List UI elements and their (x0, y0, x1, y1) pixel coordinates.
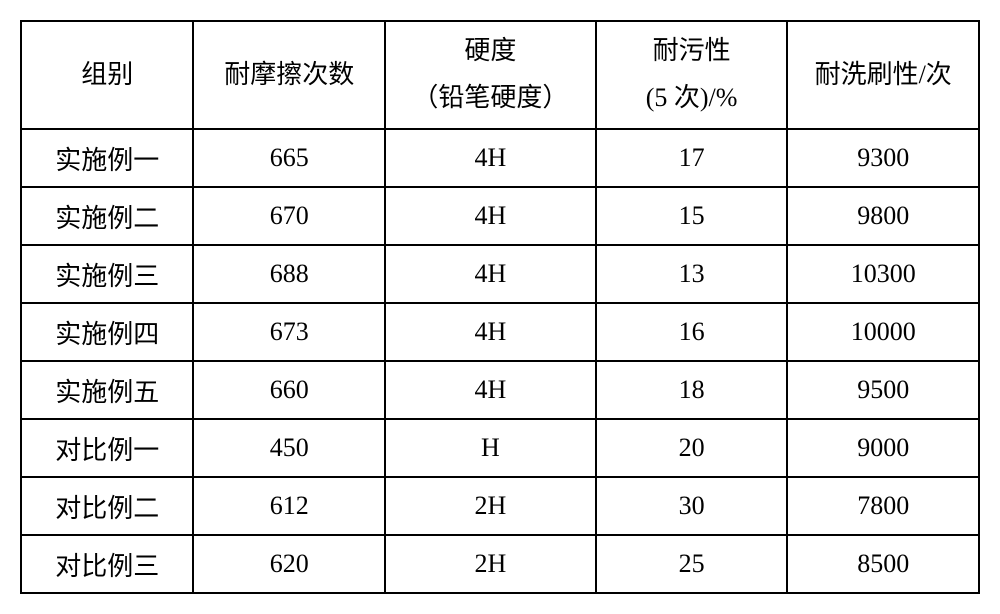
cell-stain: 16 (596, 303, 788, 361)
cell-wash: 10300 (787, 245, 979, 303)
cell-group: 实施例五 (21, 361, 193, 419)
table-header: 组别 耐摩擦次数 硬度 （铅笔硬度） 耐污性 (5 次)/% 耐洗刷性/次 (21, 21, 979, 129)
cell-abrasion: 688 (193, 245, 385, 303)
table-row: 对比例三 620 2H 25 8500 (21, 535, 979, 593)
cell-group: 实施例一 (21, 129, 193, 187)
header-group: 组别 (21, 21, 193, 129)
cell-wash: 8500 (787, 535, 979, 593)
header-stain-line1: 耐污性 (597, 28, 787, 75)
cell-abrasion: 450 (193, 419, 385, 477)
table-row: 实施例三 688 4H 13 10300 (21, 245, 979, 303)
cell-abrasion: 620 (193, 535, 385, 593)
cell-group: 实施例二 (21, 187, 193, 245)
cell-stain: 18 (596, 361, 788, 419)
cell-wash: 9300 (787, 129, 979, 187)
cell-hardness: 2H (385, 477, 596, 535)
header-abrasion: 耐摩擦次数 (193, 21, 385, 129)
table-body: 实施例一 665 4H 17 9300 实施例二 670 4H 15 9800 … (21, 129, 979, 593)
cell-group: 对比例三 (21, 535, 193, 593)
cell-wash: 10000 (787, 303, 979, 361)
header-hardness-line1: 硬度 (386, 28, 595, 75)
cell-abrasion: 665 (193, 129, 385, 187)
cell-stain: 15 (596, 187, 788, 245)
cell-group: 实施例四 (21, 303, 193, 361)
header-wash: 耐洗刷性/次 (787, 21, 979, 129)
cell-wash: 9500 (787, 361, 979, 419)
cell-hardness: 4H (385, 303, 596, 361)
table-row: 实施例四 673 4H 16 10000 (21, 303, 979, 361)
table-row: 对比例一 450 H 20 9000 (21, 419, 979, 477)
cell-abrasion: 612 (193, 477, 385, 535)
cell-stain: 30 (596, 477, 788, 535)
cell-abrasion: 660 (193, 361, 385, 419)
table-row: 实施例一 665 4H 17 9300 (21, 129, 979, 187)
cell-hardness: H (385, 419, 596, 477)
cell-wash: 7800 (787, 477, 979, 535)
cell-hardness: 4H (385, 361, 596, 419)
cell-hardness: 4H (385, 187, 596, 245)
cell-hardness: 2H (385, 535, 596, 593)
cell-abrasion: 673 (193, 303, 385, 361)
cell-hardness: 4H (385, 245, 596, 303)
header-stain-line2: (5 次)/% (597, 75, 787, 122)
cell-stain: 20 (596, 419, 788, 477)
cell-group: 实施例三 (21, 245, 193, 303)
header-hardness: 硬度 （铅笔硬度） (385, 21, 596, 129)
header-stain: 耐污性 (5 次)/% (596, 21, 788, 129)
data-table: 组别 耐摩擦次数 硬度 （铅笔硬度） 耐污性 (5 次)/% 耐洗刷性/次 实施… (20, 20, 980, 594)
cell-stain: 17 (596, 129, 788, 187)
table-row: 实施例二 670 4H 15 9800 (21, 187, 979, 245)
data-table-container: 组别 耐摩擦次数 硬度 （铅笔硬度） 耐污性 (5 次)/% 耐洗刷性/次 实施… (20, 20, 980, 594)
cell-group: 对比例二 (21, 477, 193, 535)
cell-wash: 9000 (787, 419, 979, 477)
cell-stain: 25 (596, 535, 788, 593)
cell-stain: 13 (596, 245, 788, 303)
cell-group: 对比例一 (21, 419, 193, 477)
cell-hardness: 4H (385, 129, 596, 187)
cell-abrasion: 670 (193, 187, 385, 245)
table-row: 对比例二 612 2H 30 7800 (21, 477, 979, 535)
table-header-row: 组别 耐摩擦次数 硬度 （铅笔硬度） 耐污性 (5 次)/% 耐洗刷性/次 (21, 21, 979, 129)
cell-wash: 9800 (787, 187, 979, 245)
header-hardness-line2: （铅笔硬度） (386, 75, 595, 122)
table-row: 实施例五 660 4H 18 9500 (21, 361, 979, 419)
